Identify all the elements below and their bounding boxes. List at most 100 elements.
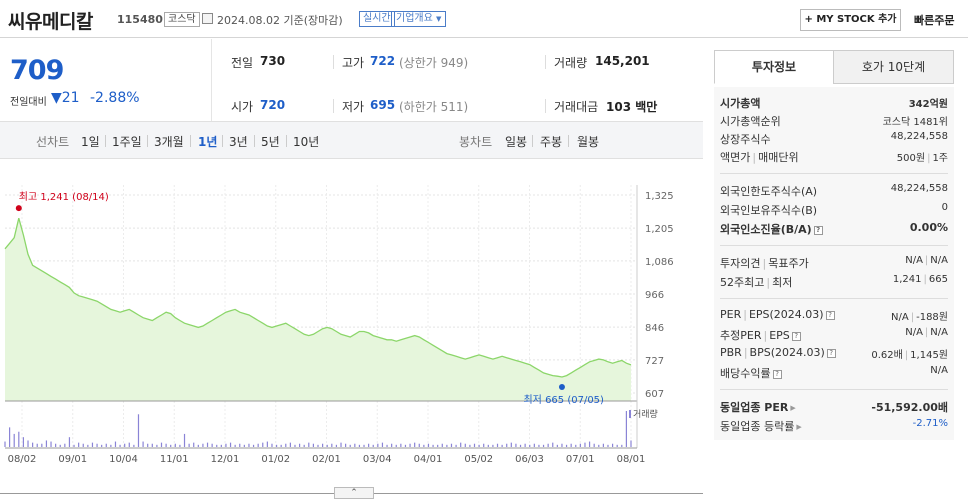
info-row: 외국인보유주식수(B) 0 — [720, 202, 948, 217]
divider — [720, 173, 948, 174]
stock-code: 115480 — [117, 13, 163, 26]
tab-investment-info[interactable]: 투자정보 — [714, 50, 834, 84]
volume-bar — [552, 442, 554, 447]
volume-bar — [128, 442, 130, 447]
volume-bar — [119, 444, 121, 447]
divider — [532, 135, 533, 147]
volume-bar — [561, 443, 563, 447]
volume-bar — [294, 444, 296, 447]
x-tick-label: 02/01 — [312, 454, 341, 465]
volume-bar — [533, 443, 535, 447]
volume-bar — [262, 442, 264, 447]
price-chart[interactable]: 1,325 1,205 1,086 966 846 727 607 최고 1,241 (08… — [0, 165, 703, 500]
volume-bar — [110, 444, 112, 447]
low-label: 최저 665 (07/05) — [523, 394, 604, 406]
volume-bar — [542, 444, 545, 447]
y-tick-label: 846 — [645, 323, 664, 334]
volume-bar — [137, 414, 140, 447]
y-tick-label: 727 — [645, 356, 664, 367]
x-tick-label: 10/04 — [109, 454, 138, 465]
help-icon[interactable]: ? — [791, 332, 801, 341]
candle-daily[interactable]: 일봉 — [505, 135, 528, 149]
x-tick-label: 07/01 — [566, 454, 595, 465]
volume-bar — [331, 443, 333, 447]
volume-bar — [303, 444, 305, 447]
period-3y[interactable]: 3년 — [229, 135, 248, 149]
volume-bar — [602, 443, 604, 447]
x-tick-label: 11/01 — [160, 454, 189, 465]
volume-bar — [211, 443, 213, 447]
x-tick-label: 01/02 — [261, 454, 290, 465]
volume-bar — [363, 444, 365, 447]
volume-bar — [579, 443, 581, 447]
change-value: ▼21 — [51, 90, 80, 106]
high-value: 722 — [370, 54, 396, 68]
volume-bar — [64, 443, 66, 447]
chart-collapse-button[interactable]: ⌃ — [334, 487, 374, 499]
volume-bar — [418, 443, 420, 447]
divider — [254, 135, 255, 147]
period-1w[interactable]: 1주일 — [112, 135, 142, 149]
lower-limit: (하한가 511) — [399, 100, 469, 114]
volume-bar — [133, 444, 135, 447]
help-icon[interactable]: ? — [813, 226, 823, 235]
change-percent: -2.88% — [90, 90, 140, 106]
volume-bar — [354, 443, 356, 447]
open-value: 720 — [260, 98, 286, 112]
volume-bar — [73, 444, 75, 447]
volume-bar — [193, 442, 195, 447]
volume-bar — [368, 443, 370, 447]
info-row: PER | EPS(2024.03)? N/A | -188원 — [720, 308, 948, 323]
volume-bar — [404, 444, 407, 447]
period-5y[interactable]: 5년 — [261, 135, 280, 149]
candle-monthly[interactable]: 월봉 — [577, 135, 600, 149]
price-panel: 709 전일대비 ▼21 -2.88% — [0, 39, 212, 121]
x-tick-label: 09/01 — [58, 454, 87, 465]
company-overview-dropdown[interactable]: 기업개요 ▼ — [391, 11, 447, 27]
y-tick-label: 607 — [645, 389, 664, 400]
high-label: 고가 — [342, 56, 365, 70]
volume-bar — [4, 441, 6, 447]
volume-bar — [335, 444, 338, 447]
help-icon[interactable]: ? — [825, 311, 835, 320]
period-1d[interactable]: 1일 — [81, 135, 100, 149]
divider — [333, 55, 334, 69]
info-row: 외국인소진율(B/A)? 0.00% — [720, 221, 948, 236]
amount-value: 103 백만 — [606, 100, 658, 114]
candle-weekly[interactable]: 주봉 — [540, 135, 563, 149]
quick-order-button[interactable]: 빠른주문 — [914, 14, 955, 27]
volume-bar — [483, 443, 485, 447]
volume-bar — [570, 443, 572, 447]
volume-bar — [611, 443, 614, 447]
upper-limit: (상한가 949) — [399, 56, 469, 70]
low-marker — [558, 384, 565, 391]
volume-bar — [625, 411, 627, 447]
period-10y[interactable]: 10년 — [293, 135, 320, 149]
realtime-button[interactable]: 실시간 — [359, 11, 395, 27]
volume-bar — [340, 442, 342, 447]
help-icon[interactable]: ? — [772, 370, 782, 379]
x-tick-label: 06/03 — [515, 454, 544, 465]
info-row: 52주최고 | 최저 1,241 | 665 — [720, 274, 948, 289]
period-1y[interactable]: 1년 — [198, 135, 218, 149]
volume-bar — [243, 444, 245, 447]
volume-bar — [32, 442, 34, 447]
change-label: 전일대비 — [10, 97, 47, 108]
volume-bar — [87, 444, 89, 447]
volume-bar — [469, 444, 471, 447]
arrow-right-icon: ▶ — [796, 423, 802, 431]
volume-bar — [372, 444, 374, 447]
volume-bar — [248, 443, 250, 447]
volume-bar — [206, 442, 209, 447]
market-badge: 코스닥 — [164, 12, 200, 27]
tab-orderbook[interactable]: 호가 10단계 — [833, 50, 954, 84]
volume-bar — [82, 443, 84, 447]
volume-bar — [455, 444, 457, 447]
volume-bar — [45, 440, 48, 447]
volume-bar — [229, 442, 232, 447]
help-icon[interactable]: ? — [826, 349, 836, 358]
period-3m[interactable]: 3개월 — [154, 135, 184, 149]
volume-bar — [179, 444, 181, 447]
add-mystock-button[interactable]: + MY STOCK 추가 — [800, 9, 901, 31]
info-row: 시가총액순위 코스닥 1481위 — [720, 115, 948, 128]
